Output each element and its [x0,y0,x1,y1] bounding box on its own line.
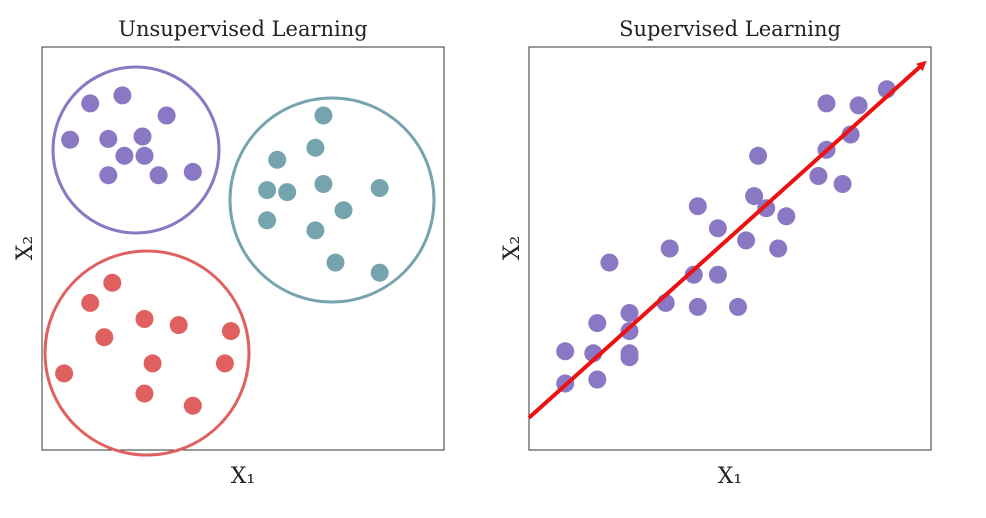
plot-frame-unsupervised [41,46,445,451]
point-purple [588,314,607,333]
cluster-points [55,86,389,415]
point-purple [588,370,607,389]
regression-arrow [527,60,927,420]
point-teal [370,263,389,282]
point-purple [115,146,134,165]
point-purple [135,146,154,165]
point-red [215,354,234,373]
data-points [556,80,896,393]
cluster-boundary-red [43,249,251,457]
point-red [143,354,162,373]
y-axis-label-unsupervised: X₂ [13,236,38,260]
point-purple [833,175,852,193]
point-purple [708,219,727,238]
panel-supervised: Supervised Learning X₁ X₂ [500,17,932,489]
point-teal [258,181,277,200]
point-teal [334,201,353,220]
point-purple [620,348,639,367]
x-axis-label-unsupervised: X₁ [231,464,255,489]
point-purple [688,197,707,216]
point-red [95,328,114,347]
point-purple [620,322,639,341]
point-red [135,310,154,328]
y-axis-label-supervised: X₂ [500,236,525,260]
point-purple [745,187,764,206]
cluster-boundary-teal [228,96,436,304]
point-purple [600,253,619,272]
point-purple [556,342,575,361]
point-purple [684,265,703,284]
point-purple [113,86,132,105]
point-purple [183,162,202,181]
point-teal [258,211,277,230]
point-red [183,396,202,415]
point-purple [708,265,727,284]
point-red [169,316,188,335]
point-purple [769,239,788,258]
point-teal [326,253,345,272]
point-red [81,293,100,312]
point-purple [81,94,100,113]
panel-unsupervised: Unsupervised Learning X₁ X₂ [13,17,445,489]
point-purple [841,125,860,144]
point-purple [99,166,118,185]
plot-frame-supervised [528,46,932,451]
point-purple [157,106,176,125]
panel-title-supervised: Supervised Learning [619,17,841,41]
panel-title-unsupervised: Unsupervised Learning [118,17,367,41]
point-teal [306,138,325,157]
point-purple [817,94,836,113]
point-teal [278,183,297,202]
point-purple [61,130,80,149]
point-red [103,273,122,292]
point-teal [306,221,325,240]
point-purple [749,146,768,165]
point-red [135,384,154,403]
point-teal [314,175,333,193]
point-purple [99,129,118,148]
point-teal [268,150,287,169]
cluster-boundary-purple [51,65,221,235]
point-purple [849,96,868,115]
point-purple [688,297,707,316]
point-teal [314,106,333,125]
point-purple [660,239,679,258]
point-purple [809,167,828,185]
point-purple [133,127,152,146]
point-purple [620,304,639,322]
point-purple [757,199,776,218]
x-axis-label-supervised: X₁ [718,464,742,489]
point-red [55,364,74,383]
point-purple [149,166,168,185]
point-purple [777,207,796,226]
point-purple [737,231,756,250]
point-teal [370,179,389,197]
point-red [221,322,240,341]
point-purple [729,297,747,316]
